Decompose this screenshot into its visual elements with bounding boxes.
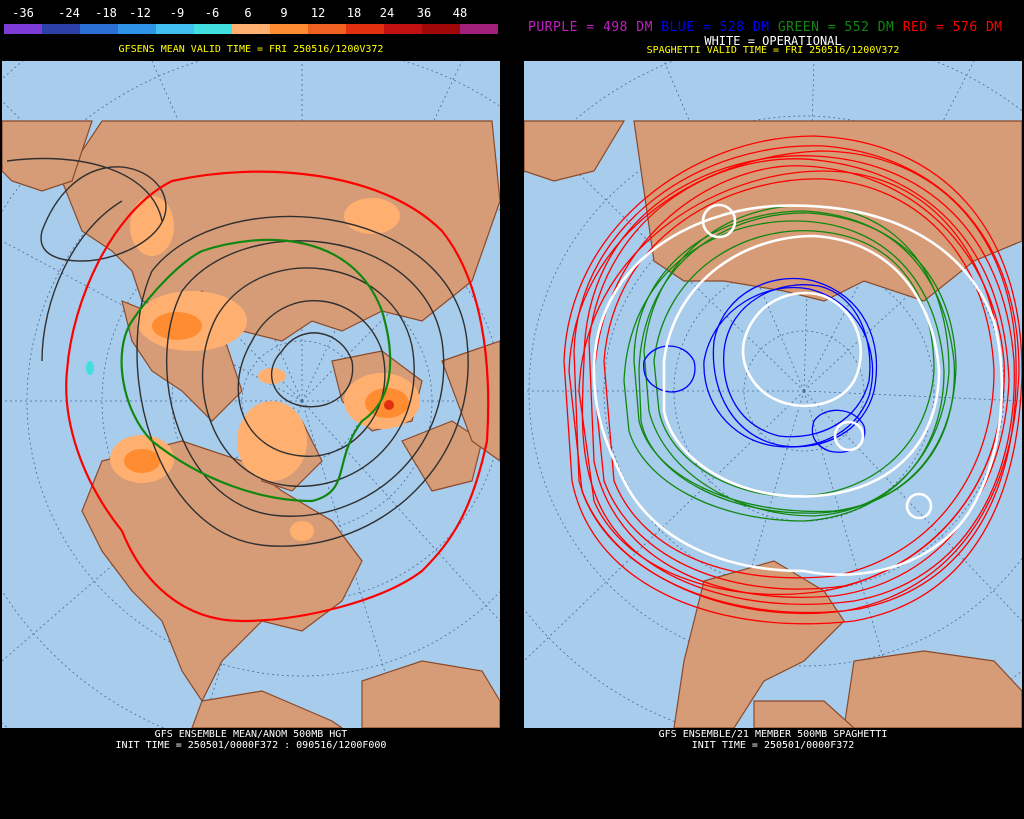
operational-contours [592, 203, 1004, 576]
colorbar-swatch [460, 24, 498, 34]
scale-label: 9 [280, 6, 288, 20]
colorbar-swatch [422, 24, 460, 34]
scale-label: -24 [58, 6, 80, 20]
anomaly-scale-labels: -36 -24 -18 -12 -9 -6 6 9 12 18 24 36 48 [0, 6, 502, 20]
legend-red: RED = 576 DM [902, 20, 1003, 35]
contour-552 [120, 238, 392, 503]
spaghetti-bottom-title: GFS ENSEMBLE/21 MEMBER 500MB SPAGHETTI [658, 729, 888, 740]
ensemble-mean-panel: -36 -24 -18 -12 -9 -6 6 9 12 18 24 36 48… [0, 0, 502, 819]
spaghetti-map [524, 61, 1022, 728]
mean-valid-time: GFSENS MEAN VALID TIME = FRI 250516/1200… [118, 44, 384, 55]
spaghetti-panel: PURPLE = 498 DM BLUE = 528 DM GREEN = 55… [522, 0, 1024, 819]
spaghetti-552 [623, 205, 957, 522]
scale-label: -6 [204, 6, 220, 20]
scale-label: 36 [416, 6, 432, 20]
scale-label: 6 [244, 6, 252, 20]
scale-label: -36 [12, 6, 34, 20]
legend-blue: BLUE = 528 DM [661, 20, 770, 35]
spaghetti-legend: PURPLE = 498 DM BLUE = 528 DM GREEN = 55… [528, 20, 1003, 35]
panel-divider [502, 0, 522, 819]
anomaly-colorbar [4, 24, 498, 34]
spaghetti-valid-time: SPAGHETTI VALID TIME = FRI 250516/1200V3… [646, 45, 900, 56]
mean-bottom-title: GFS ENSEMBLE MEAN/ANOM 500MB HGT [154, 729, 348, 740]
colorbar-swatch [156, 24, 194, 34]
colorbar-swatch [4, 24, 42, 34]
colorbar-swatch [118, 24, 156, 34]
scale-label: -18 [95, 6, 117, 20]
colorbar-swatch [42, 24, 80, 34]
contour-576 [65, 170, 490, 623]
colorbar-swatch [194, 24, 232, 34]
scale-label: 24 [379, 6, 395, 20]
scale-label: -9 [169, 6, 185, 20]
colorbar-swatch [308, 24, 346, 34]
scale-label: 48 [452, 6, 468, 20]
land [2, 120, 500, 728]
legend-green: GREEN = 552 DM [777, 20, 895, 35]
scale-label: 12 [310, 6, 326, 20]
height-anomalies [86, 196, 420, 541]
colorbar-swatch [384, 24, 422, 34]
ensemble-mean-map [2, 61, 500, 728]
spaghetti-bottom-init: INIT TIME = 250501/0000F372 [691, 740, 855, 751]
scale-label: 18 [346, 6, 362, 20]
colorbar-swatch [232, 24, 270, 34]
colorbar-swatch [80, 24, 118, 34]
scale-label: -12 [129, 6, 151, 20]
colorbar-swatch [270, 24, 308, 34]
mean-bottom-init: INIT TIME = 250501/0000F372 : 090516/120… [115, 740, 387, 751]
legend-purple: PURPLE = 498 DM [528, 20, 653, 35]
spaghetti-576 [563, 135, 1022, 625]
operational-legend: WHITE = OPERATIONAL [704, 34, 842, 48]
colorbar-swatch [346, 24, 384, 34]
spaghetti-528 [643, 277, 878, 453]
